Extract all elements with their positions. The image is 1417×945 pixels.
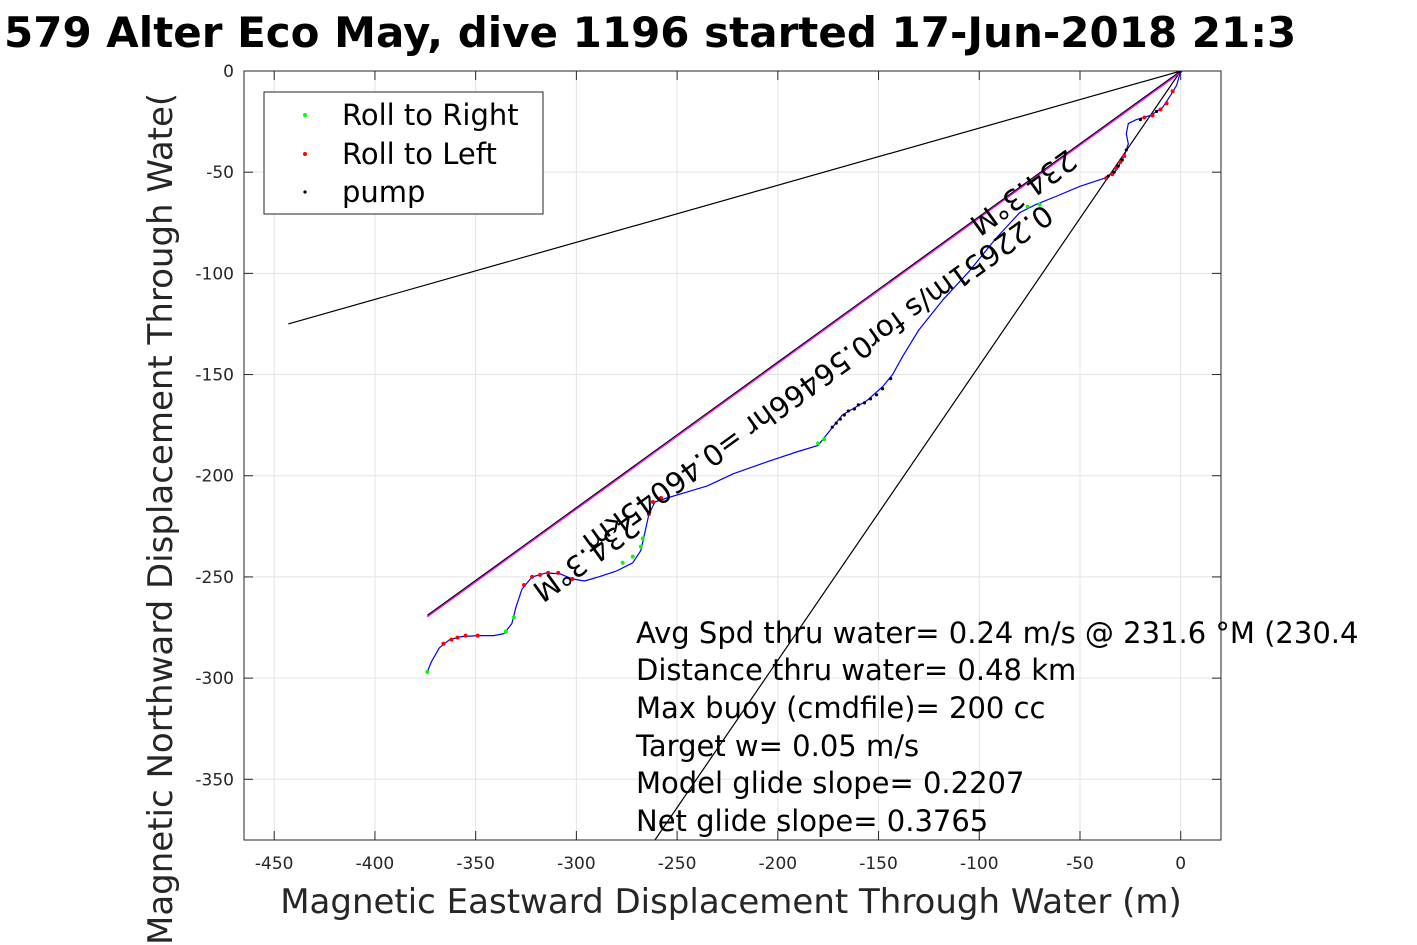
pump-marker <box>1138 117 1143 122</box>
roll-right-marker <box>816 441 821 446</box>
pump-marker <box>1106 174 1110 178</box>
roll-left-marker <box>522 583 527 588</box>
y-tick-label: -300 <box>195 669 234 689</box>
stats-line-max-buoy: Max buoy (cmdfile)= 200 cc <box>636 691 1045 725</box>
axis-ticks <box>244 70 1221 840</box>
pump-marker <box>1124 148 1128 152</box>
plot-frame <box>243 70 1222 841</box>
pump-marker <box>852 407 856 411</box>
y-tick-label: 0 <box>223 62 234 82</box>
legend-label-pump: pump <box>342 175 425 209</box>
legend-box <box>263 91 544 215</box>
x-tick-label: -50 <box>1066 854 1094 874</box>
roll-left-marker <box>1150 113 1155 118</box>
pump-marker <box>880 387 885 391</box>
roll-left-marker <box>463 633 468 638</box>
pump-marker <box>874 393 879 397</box>
roll-left-marker <box>441 641 446 646</box>
roll-left-marker <box>1164 101 1169 106</box>
stats-line-avg-speed: Avg Spd thru water= 0.24 m/s @ 231.6 °M … <box>636 616 1358 650</box>
roll-left-marker <box>455 635 460 640</box>
pump-marker <box>1112 170 1116 174</box>
x-tick-label: -100 <box>960 854 999 874</box>
chart-title: 579 Alter Eco May, dive 1196 started 17-… <box>4 8 1296 57</box>
x-tick-label: -200 <box>759 854 798 874</box>
roll-right-marker <box>503 629 508 634</box>
roll-left-marker <box>658 495 663 500</box>
y-tick-label: -150 <box>195 366 234 386</box>
pump-marker <box>846 409 850 413</box>
plot-layer <box>288 71 1183 840</box>
roll-left-marker <box>538 572 543 577</box>
pump-marker <box>834 421 838 425</box>
roll-left-marker <box>449 637 454 642</box>
pump-marker <box>838 417 842 421</box>
roll-right-marker <box>638 544 643 549</box>
pump-marker <box>862 401 867 405</box>
roll-left-marker <box>530 574 535 579</box>
roll-left-marker <box>1158 107 1163 112</box>
heading-line <box>426 72 1182 618</box>
x-tick-label: -250 <box>658 854 697 874</box>
reference-line <box>288 71 1181 325</box>
roll-left-marker <box>646 512 651 517</box>
roll-left-marker <box>1142 115 1147 120</box>
roll-right-marker <box>1037 202 1042 207</box>
reference-line <box>654 71 1182 840</box>
roll-left-marker <box>546 570 551 575</box>
y-tick-label: -100 <box>195 264 234 284</box>
x-tick-label: -150 <box>859 854 898 874</box>
stats-line-target-w: Target w= 0.05 m/s <box>635 729 919 763</box>
y-tick-label: -200 <box>195 467 234 487</box>
tick-labels: -450 -400 -350 -300 -250 -200 -150 -100 -50 0 0 -50… <box>195 62 1186 874</box>
roll-right-marker <box>822 437 827 442</box>
x-tick-label: -400 <box>356 854 395 874</box>
roll-right-marker <box>1025 204 1030 209</box>
pump-marker <box>889 377 893 381</box>
roll-right-marker <box>630 554 635 559</box>
legend-label-roll-right: Roll to Right <box>342 98 519 132</box>
pump-marker <box>868 397 873 401</box>
roll-right-marker <box>511 615 516 620</box>
roll-left-marker <box>1122 153 1127 158</box>
legend-marker-roll-right <box>303 113 307 117</box>
y-tick-label: -250 <box>195 568 234 588</box>
x-tick-label: -300 <box>557 854 596 874</box>
pump-marker <box>842 413 846 417</box>
x-tick-label: -350 <box>456 854 495 874</box>
y-tick-label: -50 <box>206 163 234 183</box>
x-tick-label: -450 <box>255 854 294 874</box>
x-tick-label: 0 <box>1175 854 1186 874</box>
pump-marker <box>830 425 834 429</box>
roll-right-marker <box>620 560 625 565</box>
roll-left-marker <box>570 576 575 581</box>
roll-left-marker <box>556 570 561 575</box>
legend-label-roll-left: Roll to Left <box>342 137 497 171</box>
stats-line-net-glide: Net glide slope= 0.3765 <box>636 804 988 838</box>
pump-marker <box>1120 158 1124 162</box>
y-tick-label: -350 <box>195 770 234 790</box>
roll-left-marker <box>650 500 655 505</box>
stats-line-distance: Distance thru water= 0.48 km <box>636 653 1076 687</box>
roll-right-marker <box>425 670 430 675</box>
stats-line-model-glide: Model glide slope= 0.2207 <box>636 766 1024 800</box>
x-axis-label: Magnetic Eastward Displacement Through W… <box>280 882 1182 922</box>
y-axis-label: Magnetic Northward Displacement Through … <box>141 93 181 945</box>
pump-marker <box>1116 164 1120 168</box>
roll-right-marker <box>640 536 645 541</box>
pump-marker <box>856 403 861 407</box>
heading-line-outline <box>426 71 1182 616</box>
legend-marker-pump <box>303 190 307 194</box>
legend-marker-roll-left <box>303 152 307 156</box>
legend: Roll to Right Roll to Left pump <box>263 91 544 215</box>
stats-text-block: Avg Spd thru water= 0.24 m/s @ 231.6 °M … <box>635 616 1358 838</box>
roll-left-marker <box>475 633 480 638</box>
roll-left-marker <box>1170 89 1175 94</box>
pump-marker <box>1154 109 1159 114</box>
